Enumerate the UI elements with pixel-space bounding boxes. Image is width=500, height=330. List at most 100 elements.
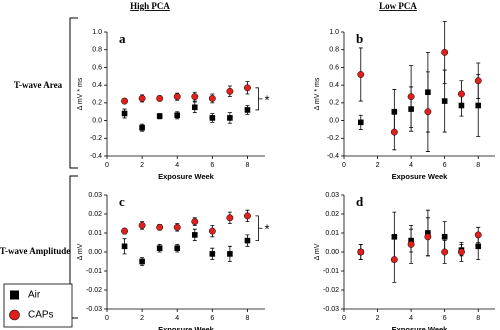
marker [138,94,146,102]
y-tick-label: 0.4 [329,82,339,89]
y-tick-label: -0.02 [323,287,339,294]
y-tick-label: -0.03 [86,306,102,313]
y-tick-label: 1.0 [92,29,102,36]
marker [475,102,482,109]
bracket [255,215,263,241]
marker [457,248,465,256]
x-axis-label: Exposure Week [392,172,449,181]
marker [243,84,251,92]
y-tick-label: 0.03 [325,192,339,199]
marker [424,233,432,241]
x-tick-label: 2 [140,315,144,322]
marker [121,243,128,250]
y-axis-label: Δ mV * ms [77,77,84,110]
legend-label: CAPs [28,310,54,321]
x-tick-label: 8 [245,315,249,322]
marker [227,251,233,257]
marker [390,128,398,136]
marker [208,227,216,235]
marker [226,214,234,222]
legend-marker [10,290,19,300]
marker [174,112,181,119]
marker [475,243,482,250]
marker [139,258,145,265]
column-label: High PCA [130,1,170,11]
y-axis-label: Δ mV [314,243,321,260]
x-tick-label: 6 [210,162,214,169]
marker [208,94,216,102]
marker [191,218,199,226]
panel-letter: c [119,194,125,209]
y-tick-label: -0.02 [86,287,102,294]
marker [390,256,398,264]
marker [138,221,146,229]
marker [173,223,181,231]
marker [156,223,164,231]
marker [209,251,216,257]
x-tick-label: 4 [409,315,413,322]
legend-label: Air [28,290,41,301]
x-tick-label: 4 [175,315,179,322]
x-tick-label: 0 [105,315,109,322]
marker [121,227,129,235]
annotation: * [264,222,269,237]
y-tick-label: -0.2 [327,135,339,142]
y-tick-label: 0.00 [325,249,339,256]
panel-letter: b [356,31,363,46]
marker [244,237,251,244]
x-tick-label: 2 [376,162,380,169]
annotation: * [264,92,269,107]
marker [227,115,233,121]
y-axis-label: Δ mV * ms [314,77,321,110]
x-tick-label: 8 [476,315,480,322]
y-tick-label: 0.8 [92,47,102,54]
x-tick-label: 0 [342,315,346,322]
y-tick-label: 0.8 [329,47,339,54]
legend-marker [9,309,20,321]
y-tick-label: 0.2 [92,100,102,107]
marker [121,110,128,117]
x-tick-label: 2 [140,162,144,169]
marker [156,94,164,102]
marker [441,234,448,240]
y-tick-label: 0.0 [92,117,102,124]
y-tick-label: 0.6 [92,64,102,71]
y-tick-label: 0.01 [325,230,339,237]
marker [191,232,198,238]
marker [441,248,449,256]
x-axis-label: Exposure Week [158,325,215,330]
y-tick-label: 0.2 [329,100,339,107]
y-tick-label: -0.01 [86,268,102,275]
x-tick-label: 8 [245,162,249,169]
y-tick-label: -0.4 [90,153,102,160]
x-tick-label: 6 [443,315,447,322]
x-tick-label: 0 [105,162,109,169]
marker [243,212,251,220]
marker [457,90,465,98]
marker [407,240,415,248]
row-label: T-wave Area [14,80,63,90]
marker [357,248,365,256]
y-tick-label: -0.01 [323,268,339,275]
marker [474,77,482,85]
marker [474,231,482,239]
marker [357,119,364,126]
marker [391,108,398,115]
y-tick-label: 0.0 [329,117,339,124]
marker [173,93,181,101]
bracket [255,87,263,111]
x-axis-label: Exposure Week [158,172,215,181]
marker [226,87,234,95]
panel-letter: a [119,31,126,46]
x-tick-label: 0 [342,162,346,169]
marker [156,245,163,251]
row-bracket [69,17,78,319]
marker [191,104,198,111]
y-tick-label: -0.03 [323,306,339,313]
marker [407,93,415,101]
marker [209,115,216,121]
x-tick-label: 4 [175,162,179,169]
x-tick-label: 2 [376,315,380,322]
x-tick-label: 6 [443,162,447,169]
